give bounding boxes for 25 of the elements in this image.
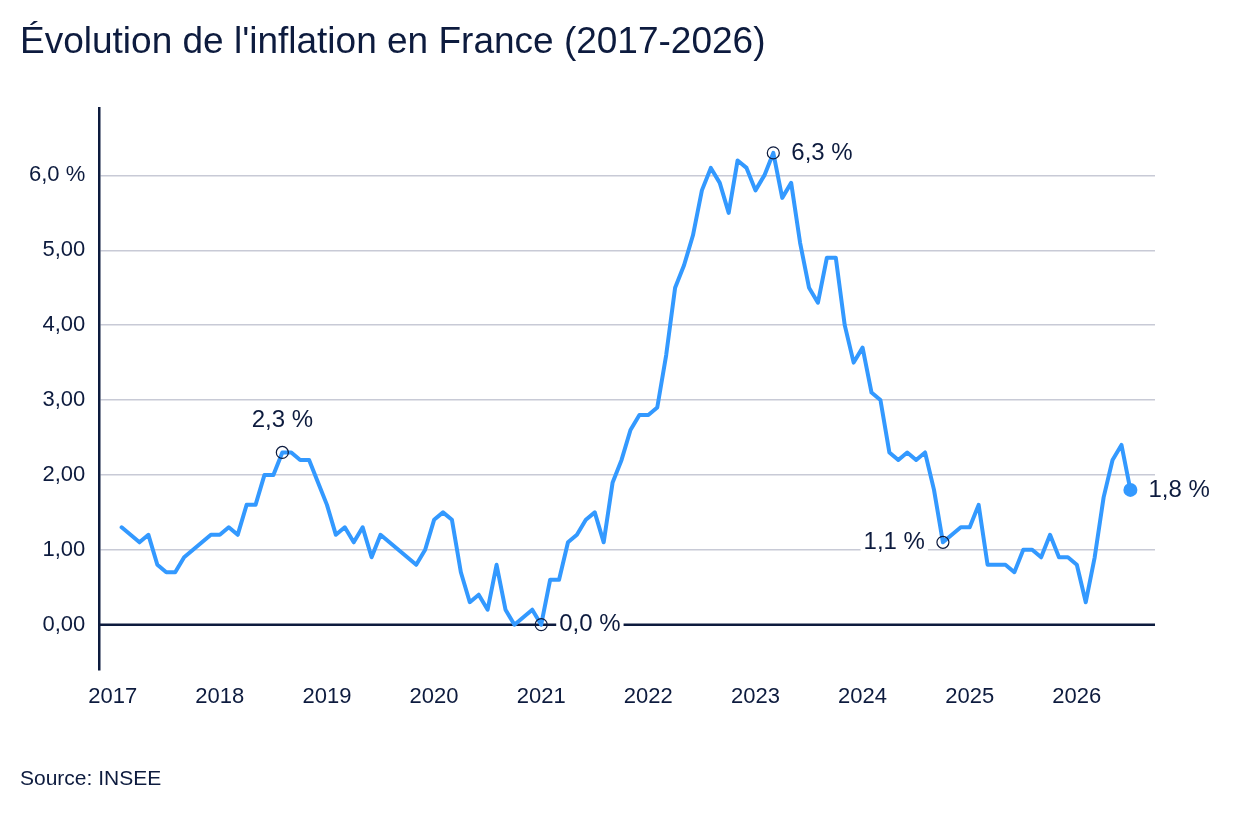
x-tick-label: 2022 bbox=[623, 682, 673, 708]
x-tick-label: 2018 bbox=[195, 682, 245, 708]
y-tick-label: 0,00 bbox=[42, 610, 86, 636]
x-tick-label: 2020 bbox=[409, 682, 459, 708]
point bbox=[1123, 482, 1138, 497]
x-tick-label: 2026 bbox=[1052, 682, 1102, 708]
annotation: 2,3 % bbox=[251, 405, 314, 433]
annotation: 1,1 % bbox=[863, 526, 925, 554]
annotation: 6,3 % bbox=[791, 137, 853, 165]
y-tick-label: 6,0 % bbox=[28, 161, 86, 187]
annotation: 1,8 % bbox=[1148, 474, 1210, 502]
y-tick-label: 4,00 bbox=[42, 311, 86, 337]
x-tick-label: 2024 bbox=[838, 682, 888, 708]
x-tick-label: 2021 bbox=[516, 682, 566, 708]
x-tick-label: 2025 bbox=[945, 682, 995, 708]
x-tick-label: 2017 bbox=[88, 682, 138, 708]
y-tick-label: 3,00 bbox=[42, 386, 86, 412]
y-tick-label: 5,00 bbox=[42, 236, 86, 262]
source-note: Source: INSEE bbox=[20, 766, 162, 790]
y-tick-label: 2,00 bbox=[42, 460, 86, 486]
annotation: 0,0 % bbox=[559, 609, 621, 637]
x-tick-label: 2023 bbox=[730, 682, 780, 708]
y-tick-label: 1,00 bbox=[42, 535, 86, 561]
x-tick-label: 2019 bbox=[302, 682, 352, 708]
chart-title: Évolution de l'inflation en France (2017-2026) bbox=[20, 20, 766, 62]
